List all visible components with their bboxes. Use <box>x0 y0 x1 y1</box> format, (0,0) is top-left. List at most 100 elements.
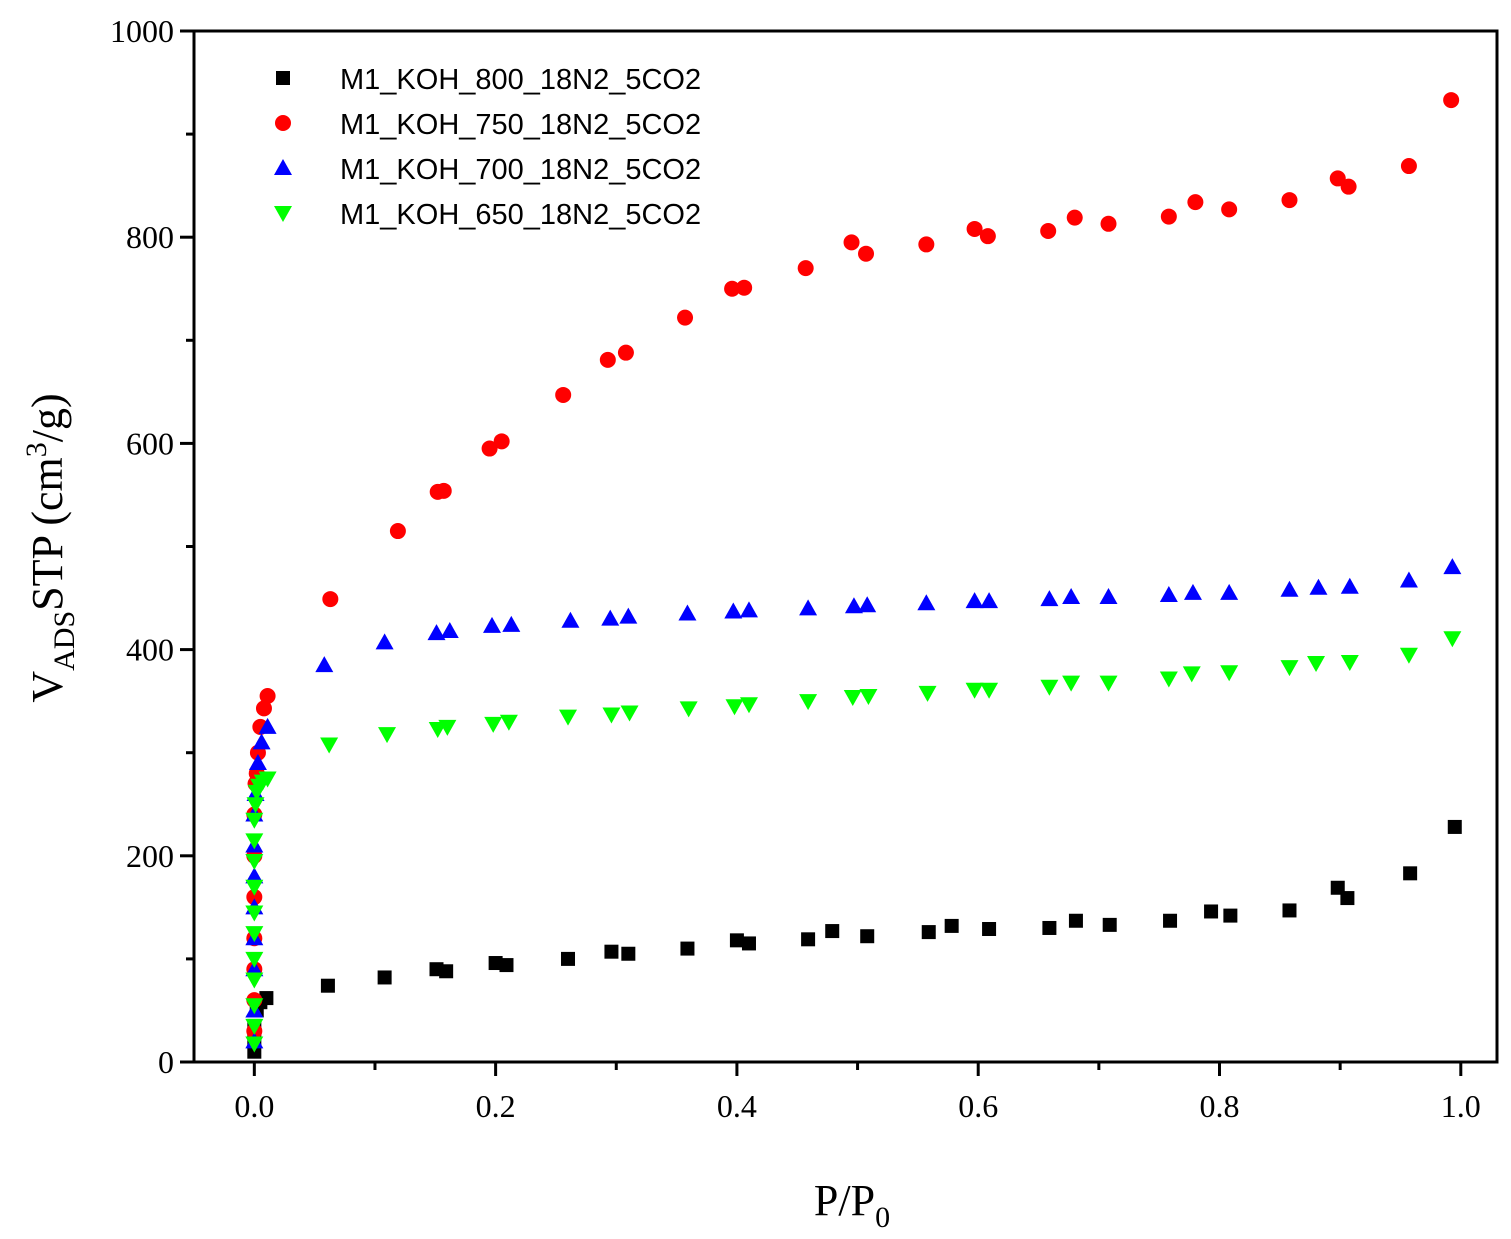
data-point <box>1220 583 1239 600</box>
data-point <box>1204 904 1219 919</box>
data-point <box>801 932 816 947</box>
data-point <box>561 611 580 628</box>
data-point <box>1340 178 1357 195</box>
series-2 <box>246 92 1460 1040</box>
data-point <box>320 978 335 993</box>
series-4 <box>245 631 1462 1053</box>
data-point <box>1340 654 1359 671</box>
data-point <box>965 682 984 699</box>
y-axis-title: VADSSTP (cm3/g) <box>20 393 81 702</box>
data-point <box>1040 590 1059 607</box>
data-point <box>440 622 459 639</box>
y-axis-title-sub: ADS <box>48 611 81 671</box>
data-point <box>729 933 744 948</box>
data-point <box>245 1018 264 1035</box>
data-point <box>678 604 697 621</box>
data-point <box>499 958 514 973</box>
x-tick-label: 0.4 <box>717 1088 757 1124</box>
data-point <box>559 709 578 726</box>
x-axis-title: P/P0 <box>814 1176 890 1234</box>
data-point <box>799 599 818 616</box>
data-point <box>1066 209 1083 226</box>
series-3 <box>245 558 1462 1049</box>
data-point <box>427 624 446 641</box>
data-point <box>246 797 265 814</box>
data-point <box>322 591 339 608</box>
data-point <box>921 925 936 940</box>
legend-label: M1_KOH_750_18N2_5CO2 <box>340 109 701 141</box>
data-point <box>601 609 620 626</box>
data-point <box>1040 679 1059 696</box>
data-point <box>252 733 271 750</box>
data-point <box>944 918 959 933</box>
data-point <box>259 991 274 1006</box>
legend-label: M1_KOH_650_18N2_5CO2 <box>340 199 701 231</box>
data-point <box>320 737 339 754</box>
data-point <box>1220 665 1239 682</box>
data-point <box>620 705 639 722</box>
data-point <box>375 633 394 650</box>
data-point <box>245 998 264 1015</box>
data-point <box>439 964 454 979</box>
y-axis-title-main: V <box>23 671 72 703</box>
x-tick-label: 0.6 <box>958 1088 998 1124</box>
data-point <box>258 771 277 788</box>
y-axis-tick-labels: 0 200 400 600 800 1000 <box>110 13 174 1080</box>
data-point <box>680 941 695 956</box>
x-axis-tick-labels: 0.0 0.2 0.4 0.6 0.8 1.0 <box>234 1088 1480 1124</box>
data-point <box>245 951 264 968</box>
data-point <box>1400 158 1417 175</box>
data-point <box>677 309 694 326</box>
legend-marker <box>275 115 291 131</box>
data-point <box>799 694 818 711</box>
y-axis-title-end: /g) <box>23 393 72 442</box>
data-point <box>1187 194 1204 211</box>
data-point <box>617 344 634 361</box>
data-series <box>245 92 1462 1059</box>
data-point <box>1282 903 1297 918</box>
data-point <box>724 602 743 619</box>
data-point <box>1443 92 1460 109</box>
data-point <box>1307 656 1326 673</box>
data-point <box>725 699 744 716</box>
data-point <box>245 926 264 943</box>
data-point <box>555 386 572 403</box>
data-point <box>1163 913 1178 928</box>
legend-label: M1_KOH_700_18N2_5CO2 <box>340 154 701 186</box>
y-axis-title-sup: 3 <box>20 442 53 457</box>
data-point <box>621 946 636 961</box>
data-point <box>1102 917 1117 932</box>
data-point <box>1340 891 1355 906</box>
data-point <box>561 951 576 966</box>
x-tick-label: 0.0 <box>234 1088 274 1124</box>
data-point <box>248 754 267 771</box>
data-point <box>980 592 999 609</box>
legend: M1_KOH_800_18N2_5CO2 M1_KOH_750_18N2_5CO2… <box>274 64 701 231</box>
x-tick-label: 0.8 <box>1200 1088 1240 1124</box>
data-point <box>1340 577 1359 594</box>
data-point <box>438 719 457 736</box>
data-point <box>484 716 503 733</box>
data-point <box>860 929 875 944</box>
data-point <box>858 245 875 262</box>
data-point <box>1221 201 1238 218</box>
data-point <box>255 700 272 717</box>
data-point <box>918 236 935 253</box>
data-point <box>1280 660 1299 677</box>
y-tick-label: 400 <box>126 632 174 668</box>
data-point <box>1281 192 1298 209</box>
data-point <box>1399 647 1418 664</box>
data-point <box>246 889 263 906</box>
y-tick-label: 600 <box>126 425 174 461</box>
y-tick-label: 200 <box>126 838 174 874</box>
data-point <box>1160 208 1177 225</box>
y-tick-label: 800 <box>126 219 174 255</box>
series-1 <box>247 819 1462 1059</box>
data-point <box>245 853 264 870</box>
data-point <box>965 592 984 609</box>
data-point <box>245 879 264 896</box>
data-point <box>435 482 452 499</box>
data-point <box>604 944 619 959</box>
data-point <box>679 701 698 718</box>
